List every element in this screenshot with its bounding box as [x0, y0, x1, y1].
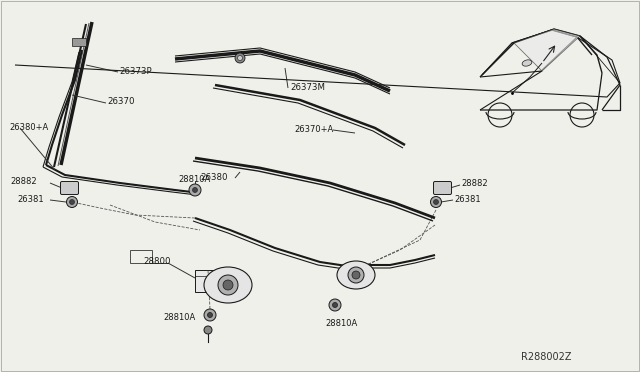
Circle shape — [67, 196, 77, 208]
Text: 26373M: 26373M — [290, 83, 325, 92]
Circle shape — [433, 199, 438, 205]
Text: R288002Z: R288002Z — [522, 352, 572, 362]
Circle shape — [235, 53, 245, 63]
Circle shape — [352, 271, 360, 279]
Text: 28810A: 28810A — [163, 312, 195, 321]
Text: 28882: 28882 — [10, 177, 36, 186]
Text: 26381: 26381 — [17, 195, 44, 203]
Text: 26381: 26381 — [454, 195, 481, 203]
Circle shape — [204, 326, 212, 334]
Circle shape — [333, 302, 337, 308]
Polygon shape — [514, 29, 580, 71]
Circle shape — [189, 184, 201, 196]
Text: 26370+A: 26370+A — [295, 125, 334, 134]
Text: 26380: 26380 — [200, 173, 227, 182]
Circle shape — [431, 196, 442, 208]
FancyBboxPatch shape — [61, 182, 79, 195]
Circle shape — [193, 187, 198, 192]
Circle shape — [207, 312, 212, 317]
Ellipse shape — [522, 60, 532, 66]
Text: 26370: 26370 — [107, 97, 134, 106]
Circle shape — [70, 199, 74, 205]
Text: 28810A: 28810A — [178, 176, 211, 185]
Text: 28882: 28882 — [461, 180, 488, 189]
Circle shape — [223, 280, 233, 290]
Circle shape — [218, 275, 238, 295]
Circle shape — [237, 55, 243, 61]
Ellipse shape — [337, 261, 375, 289]
Text: 26373P: 26373P — [119, 67, 152, 76]
FancyBboxPatch shape — [195, 270, 227, 292]
Bar — [72, 38, 86, 46]
Circle shape — [204, 309, 216, 321]
Ellipse shape — [204, 267, 252, 303]
Circle shape — [348, 267, 364, 283]
Text: 26380+A: 26380+A — [9, 122, 48, 131]
Circle shape — [329, 299, 341, 311]
Text: 28800: 28800 — [143, 257, 170, 266]
Text: 28810A: 28810A — [325, 318, 357, 327]
FancyBboxPatch shape — [433, 182, 451, 195]
